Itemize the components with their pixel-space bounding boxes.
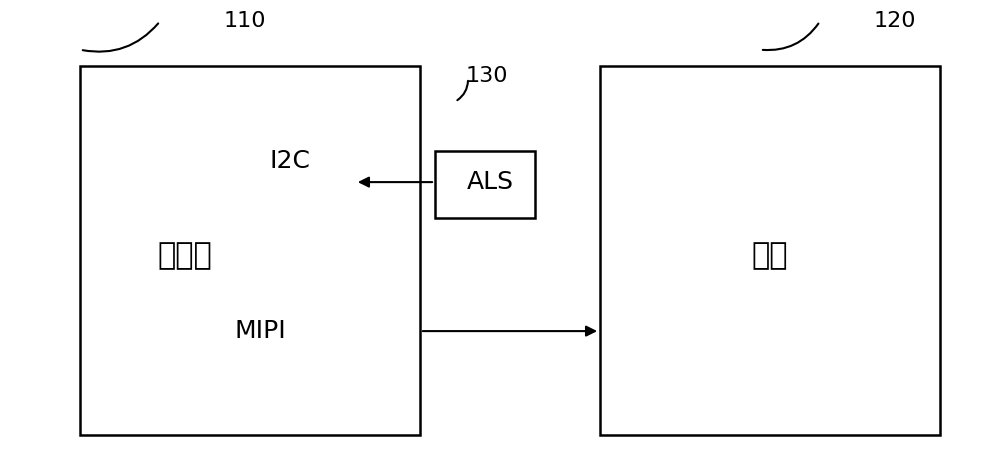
Text: 130: 130 <box>466 66 508 86</box>
Text: ALS: ALS <box>466 170 514 194</box>
FancyBboxPatch shape <box>80 66 420 435</box>
Text: MIPI: MIPI <box>234 319 286 343</box>
Text: 屏幕: 屏幕 <box>752 241 788 270</box>
Text: 处理器: 处理器 <box>158 241 212 270</box>
Text: 110: 110 <box>224 11 266 31</box>
Text: 120: 120 <box>874 11 916 31</box>
Text: I2C: I2C <box>270 149 310 173</box>
FancyBboxPatch shape <box>600 66 940 435</box>
FancyBboxPatch shape <box>435 151 535 218</box>
